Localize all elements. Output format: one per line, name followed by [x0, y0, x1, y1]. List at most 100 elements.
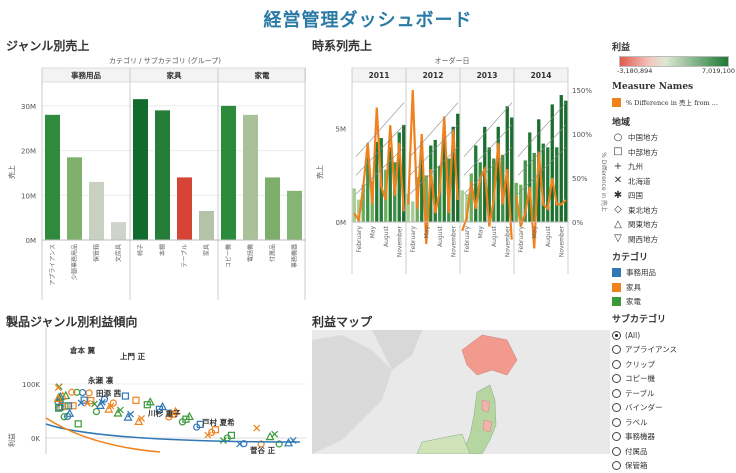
- category-legend-item[interactable]: 家具: [612, 280, 736, 295]
- region-legend-item[interactable]: +九州: [612, 160, 736, 175]
- scatter-trend-blue: [46, 424, 300, 442]
- genre-xtick: 文房具: [115, 244, 123, 262]
- genre-xtick: 事務機器: [291, 244, 299, 268]
- genre-xtick: 付属品: [269, 244, 277, 262]
- genre-xtick: 本棚: [159, 244, 167, 256]
- region-label: 東北地方: [628, 205, 658, 216]
- subcategory-radio-item[interactable]: コピー機: [612, 372, 736, 387]
- time-month-tick: February: [356, 226, 363, 253]
- region-legend-item[interactable]: ○中国地方: [612, 131, 736, 146]
- region-label: 中部地方: [628, 147, 658, 158]
- genre-sales-chart[interactable]: カテゴリ / サブカテゴリ (グループ)30M20M10M0M売上事務用品アプラ…: [0, 52, 306, 300]
- time-bar: [461, 190, 464, 222]
- subcategory-radio-item[interactable]: 付属品: [612, 444, 736, 459]
- scatter-name-label: 倉本 翼: [69, 345, 96, 355]
- time-ytick: 5M: [336, 126, 347, 134]
- subcategory-label: テーブル: [625, 388, 655, 399]
- category-label: 事務用品: [626, 267, 656, 278]
- region-legend-item[interactable]: △関東地方: [612, 218, 736, 233]
- subcategory-radio-item[interactable]: (All): [612, 328, 736, 343]
- time-y2tick: 100%: [572, 131, 592, 139]
- measure-legend-item[interactable]: % Difference in 売上 from ...: [612, 95, 736, 110]
- category-swatch: [612, 283, 621, 292]
- time-month-tick: August: [491, 225, 498, 247]
- radio-button-icon: [612, 331, 621, 340]
- time-month-tick: May: [531, 226, 538, 239]
- genre-ylabel: 売上: [7, 165, 16, 179]
- profit-legend-title: 利益: [612, 40, 736, 53]
- genre-xtick: 保管箱: [93, 244, 101, 262]
- scatter-point: [122, 393, 128, 399]
- profit-min: -3,180,894: [617, 67, 652, 75]
- time-month-tick: February: [410, 226, 417, 253]
- time-year-label: 2013: [477, 71, 498, 80]
- region-shape-icon: +: [612, 162, 624, 172]
- time-month-tick: May: [423, 226, 430, 239]
- profit-map[interactable]: [312, 330, 610, 454]
- region-legend-item[interactable]: □ 中部地方: [612, 145, 736, 160]
- radio-button-icon: [612, 461, 621, 470]
- subcategory-label: コピー機: [625, 373, 655, 384]
- radio-button-icon: [612, 374, 621, 383]
- subcategory-radio-item[interactable]: バインダー: [612, 401, 736, 416]
- radio-button-icon: [612, 345, 621, 354]
- genre-group-label: 家具: [167, 70, 182, 80]
- genre-bar: [199, 211, 214, 240]
- subcategory-radio-item[interactable]: ラベル: [612, 415, 736, 430]
- scatter-point: [70, 403, 76, 409]
- radio-button-icon: [612, 389, 621, 398]
- genre-bar: [243, 115, 258, 240]
- region-label: 中国地方: [628, 132, 658, 143]
- scatter-point: [66, 403, 72, 409]
- scatter-point: [133, 397, 139, 403]
- subcategory-radio-item[interactable]: テーブル: [612, 386, 736, 401]
- subcategory-radio-item[interactable]: クリップ: [612, 357, 736, 372]
- region-label: 関東地方: [628, 219, 658, 230]
- radio-button-icon: [612, 403, 621, 412]
- scatter-name-label: 田添 茜: [96, 388, 122, 398]
- scatter-name-label: 川杉 重子: [147, 408, 181, 418]
- time-month-tick: May: [369, 226, 376, 239]
- measure-swatch: [612, 98, 621, 107]
- category-legend-item[interactable]: 家電: [612, 295, 736, 310]
- subcategory-label: 保管箱: [625, 460, 648, 471]
- subcategory-label: 事務機器: [625, 431, 655, 442]
- subcategory-radio-item[interactable]: アプライアンス: [612, 343, 736, 358]
- time-bar: [506, 106, 509, 222]
- time-y2tick: 50%: [572, 175, 588, 183]
- region-legend-item[interactable]: ✕北海道: [612, 174, 736, 189]
- region-shape-icon: ◇: [612, 205, 624, 215]
- time-ylabel2: % Difference in 売上: [600, 152, 608, 212]
- time-y2tick: 0%: [572, 219, 583, 227]
- subcategory-radio-item[interactable]: 保管箱: [612, 459, 736, 473]
- genre-bar: [287, 191, 302, 240]
- genre-xtick: 椅子: [137, 244, 145, 256]
- region-label: 北海道: [628, 176, 651, 187]
- genre-group-label: 家電: [255, 70, 270, 80]
- genre-xtick: アプライアンス: [50, 244, 57, 286]
- time-month-tick: August: [545, 225, 552, 247]
- region-shape-icon: □: [612, 147, 624, 157]
- time-year-label: 2011: [369, 71, 390, 80]
- time-month-tick: August: [383, 225, 390, 247]
- scatter-point: [254, 425, 260, 431]
- page-title: 経営管理ダッシュボード: [0, 6, 736, 32]
- subcategory-label: アプライアンス: [625, 344, 677, 355]
- region-legend-item[interactable]: ✱四国: [612, 189, 736, 204]
- region-legend-item[interactable]: ▽関西地方: [612, 232, 736, 247]
- category-label: 家電: [626, 296, 641, 307]
- region-legend-item[interactable]: ◇ 東北地方: [612, 203, 736, 218]
- genre-xtick: コピー機: [225, 244, 233, 268]
- time-month-tick: November: [504, 225, 511, 257]
- genre-ytick: 10M: [21, 192, 36, 200]
- category-legend-item[interactable]: 事務用品: [612, 266, 736, 281]
- genre-bar: [111, 222, 126, 240]
- scatter-point: [93, 409, 99, 415]
- region-shape-icon: ✱: [612, 191, 624, 201]
- time-header: オーダー日: [435, 56, 470, 65]
- measure-legend-title: Measure Names: [612, 82, 736, 92]
- subcategory-radio-item[interactable]: 事務機器: [612, 430, 736, 445]
- genre-xtick: テーブル: [181, 244, 189, 268]
